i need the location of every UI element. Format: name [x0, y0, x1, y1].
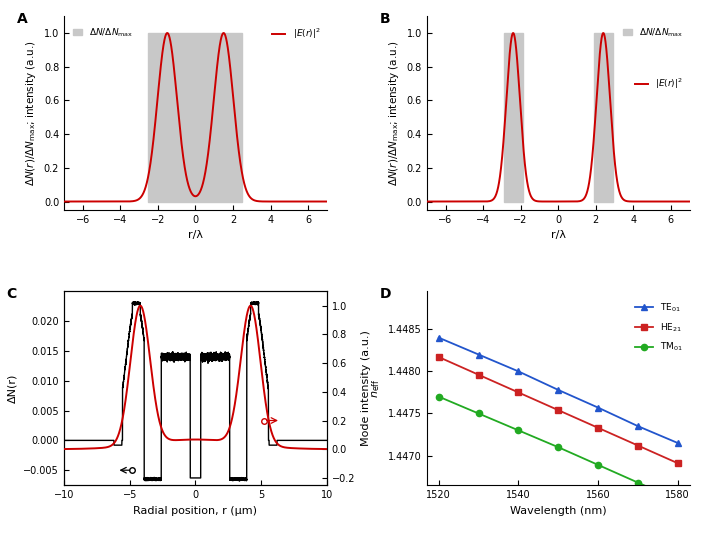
Text: D: D	[380, 287, 391, 301]
TE$_{01}$	[673, 440, 682, 446]
Legend: TE$_{01}$, HE$_{21}$, TM$_{01}$: TE$_{01}$, HE$_{21}$, TM$_{01}$	[634, 300, 685, 355]
TM$_{01}$	[554, 444, 562, 451]
Legend: $\Delta N/\Delta N_{\rm max}$: $\Delta N/\Delta N_{\rm max}$	[71, 25, 135, 40]
Line: TE$_{01}$: TE$_{01}$	[436, 335, 681, 446]
HE$_{21}$	[434, 354, 443, 360]
HE$_{21}$	[594, 425, 602, 431]
Line: TM$_{01}$: TM$_{01}$	[436, 393, 681, 503]
TE$_{01}$	[434, 334, 443, 341]
Y-axis label: Mode intensity (a.u.): Mode intensity (a.u.)	[360, 330, 371, 446]
TM$_{01}$	[673, 497, 682, 503]
TM$_{01}$	[434, 393, 443, 400]
Bar	[504, 33, 523, 202]
TM$_{01}$	[634, 479, 642, 486]
Text: C: C	[6, 287, 16, 301]
X-axis label: Radial position, r (μm): Radial position, r (μm)	[134, 506, 257, 515]
TE$_{01}$	[474, 351, 483, 358]
Line: HE$_{21}$: HE$_{21}$	[436, 354, 681, 466]
Bar	[149, 33, 242, 202]
TM$_{01}$	[474, 410, 483, 417]
HE$_{21}$	[474, 371, 483, 378]
HE$_{21}$	[554, 407, 562, 413]
HE$_{21}$	[634, 443, 642, 449]
Legend: $\Delta N/\Delta N_{\rm max}$: $\Delta N/\Delta N_{\rm max}$	[621, 25, 685, 40]
X-axis label: r/λ: r/λ	[188, 230, 203, 240]
Bar	[594, 33, 613, 202]
X-axis label: Wavelength (nm): Wavelength (nm)	[510, 506, 606, 515]
Text: B: B	[380, 12, 390, 26]
X-axis label: r/λ: r/λ	[551, 230, 566, 240]
TM$_{01}$	[594, 461, 602, 468]
HE$_{21}$	[673, 460, 682, 466]
TE$_{01}$	[514, 368, 523, 375]
TE$_{01}$	[554, 386, 562, 393]
Y-axis label: $n_{\rm eff}$: $n_{\rm eff}$	[370, 378, 383, 398]
TE$_{01}$	[634, 423, 642, 430]
HE$_{21}$	[514, 389, 523, 396]
Text: A: A	[16, 12, 28, 26]
Y-axis label: $\Delta N(r)/\Delta N_{\rm max}$; intensity (a.u.): $\Delta N(r)/\Delta N_{\rm max}$; intens…	[387, 40, 401, 186]
Y-axis label: $\Delta N(r)/\Delta N_{\rm max}$; intensity (a.u.): $\Delta N(r)/\Delta N_{\rm max}$; intens…	[24, 40, 38, 186]
TM$_{01}$	[514, 427, 523, 433]
TE$_{01}$	[594, 404, 602, 411]
Y-axis label: ΔN(r): ΔN(r)	[8, 374, 18, 403]
